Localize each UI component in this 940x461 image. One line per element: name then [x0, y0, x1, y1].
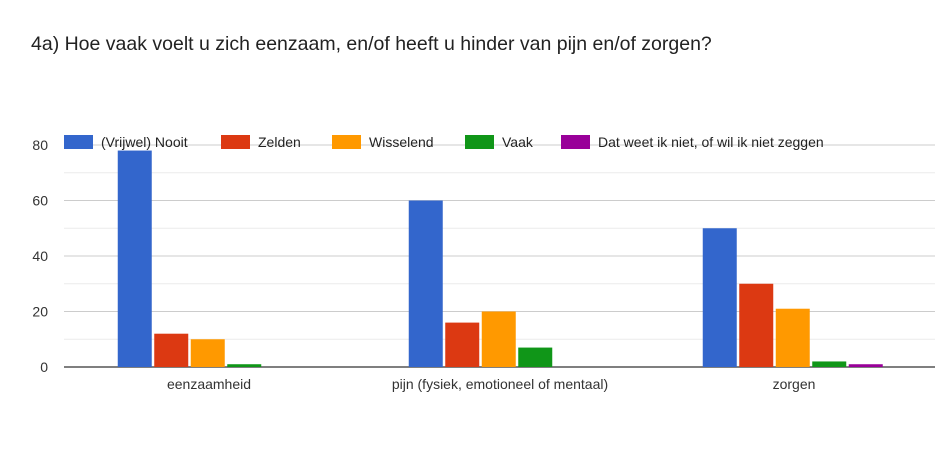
- bar-1-3: [190, 339, 225, 367]
- legend-swatch: [64, 135, 93, 149]
- x-axis-labels: eenzaamheid pijn (fysiek, emotioneel of m…: [167, 376, 815, 392]
- chart-title: 4a) Hoe vaak voelt u zich eenzaam, en/of…: [31, 33, 712, 55]
- legend-item[interactable]: Vaak: [465, 134, 534, 150]
- y-tick-label: 40: [32, 248, 48, 264]
- y-tick-label: 0: [40, 359, 48, 375]
- legend-swatch: [465, 135, 494, 149]
- legend-item[interactable]: (Vrijwel) Nooit: [64, 134, 188, 150]
- x-tick-label: zorgen: [773, 376, 816, 392]
- bar-3-5: [848, 364, 883, 367]
- legend-swatch: [332, 135, 361, 149]
- legend-label: (Vrijwel) Nooit: [101, 134, 188, 150]
- bar-3-4: [812, 361, 847, 367]
- bar-1-1: [117, 150, 152, 367]
- bar-2-3: [481, 311, 516, 367]
- y-tick-label: 20: [32, 304, 48, 320]
- y-axis-ticks: 0 20 40 60 80: [32, 137, 48, 375]
- y-tick-label: 60: [32, 193, 48, 209]
- legend-swatch: [221, 135, 250, 149]
- bar-1-2: [154, 333, 189, 367]
- x-tick-label: eenzaamheid: [167, 376, 251, 392]
- legend-item[interactable]: Wisselend: [332, 134, 434, 150]
- bar-2-2: [445, 322, 480, 367]
- legend-label: Wisselend: [369, 134, 434, 150]
- legend-label: Vaak: [502, 134, 534, 150]
- legend-label: Dat weet ik niet, of wil ik niet zeggen: [598, 134, 824, 150]
- bar-3-1: [702, 228, 737, 367]
- legend-swatch: [561, 135, 590, 149]
- x-tick-label: pijn (fysiek, emotioneel of mentaal): [392, 376, 608, 392]
- bar-2-1: [408, 200, 443, 367]
- legend: (Vrijwel) Nooit Zelden Wisselend Vaak Dat we…: [64, 134, 824, 150]
- bar-1-4: [227, 364, 262, 367]
- legend-item[interactable]: Dat weet ik niet, of wil ik niet zeggen: [561, 134, 824, 150]
- legend-item[interactable]: Zelden: [221, 134, 301, 150]
- bar-3-2: [739, 283, 774, 367]
- y-tick-label: 80: [32, 137, 48, 153]
- bar-3-3: [775, 308, 810, 367]
- legend-label: Zelden: [258, 134, 301, 150]
- bars: [117, 150, 883, 367]
- bar-2-4: [518, 347, 553, 367]
